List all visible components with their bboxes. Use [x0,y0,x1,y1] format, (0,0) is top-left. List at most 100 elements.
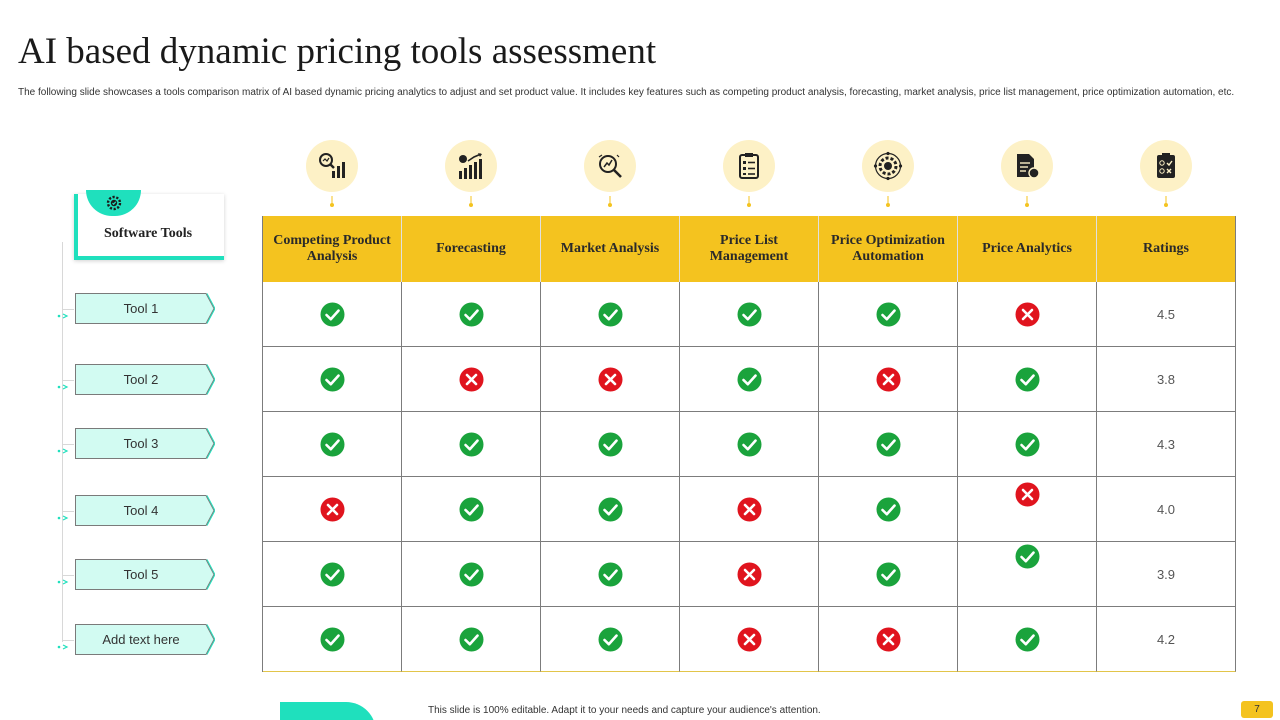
feature-cell [819,607,958,672]
cross-icon [876,367,901,392]
gear-automation-icon [861,140,914,192]
check-icon [598,497,623,522]
check-icon [598,627,623,652]
cross-icon [459,367,484,392]
page-number: 7 [1241,701,1273,718]
feature-cell [680,347,819,412]
feature-cell [958,412,1097,477]
tag-shape [75,293,215,324]
cross-icon [1015,302,1040,327]
tool-label: Tool 4 [123,503,159,518]
connector-arrow-icon [57,637,69,650]
pin-marker-icon [746,195,751,207]
check-icon [459,432,484,457]
check-icon [737,432,762,457]
check-icon [737,367,762,392]
feature-cell [819,412,958,477]
check-icon [1015,367,1040,392]
tool-connector [62,309,74,310]
cross-icon [320,497,345,522]
check-icon [320,562,345,587]
connector-arrow-icon [57,377,69,390]
tag-shape [75,624,215,655]
tag-shape [75,559,215,590]
tool-label: Tool 5 [123,567,159,582]
check-icon [459,627,484,652]
connector-arrow-icon [57,441,69,454]
rating-cell: 4.2 [1097,607,1236,672]
check-icon [459,562,484,587]
column-header: Market Analysis [541,216,680,282]
feature-cell [402,282,541,347]
footer-accent-tab [280,702,376,720]
settings-icon [106,195,121,211]
tool-label: Tool 1 [123,301,159,316]
feature-cell [819,542,958,607]
check-icon [598,562,623,587]
rating-value: 4.3 [1156,436,1176,452]
market-analysis-icon [583,140,636,192]
tool-connector [62,640,74,641]
cross-icon [598,367,623,392]
rating-value: 4.5 [1156,306,1176,322]
feature-cell [402,607,541,672]
feature-cell [541,542,680,607]
check-icon [737,302,762,327]
feature-cell [263,477,402,542]
connector-arrow-icon [57,572,69,585]
check-icon [320,367,345,392]
feature-cell [541,607,680,672]
rating-cell: 4.0 [1097,477,1236,542]
feature-cell [680,477,819,542]
tool-label: Tool 3 [123,436,159,451]
tool-tag: Tool 5 [75,559,215,590]
check-icon [459,302,484,327]
tag-shape [75,364,215,395]
pin-marker-icon [885,195,890,207]
tool-connector [62,380,74,381]
tag-shape [75,495,215,526]
comparison-table: Competing Product Analysis Forecasting Mar… [262,216,1236,672]
check-icon [598,432,623,457]
feature-cell [402,412,541,477]
feature-cell [680,282,819,347]
rating-cell: 3.8 [1097,347,1236,412]
check-icon [876,562,901,587]
feature-cell [958,477,1097,542]
check-icon [1015,627,1040,652]
cross-icon [737,497,762,522]
tool-connector [62,575,74,576]
tool-tag: Tool 4 [75,495,215,526]
check-icon [876,302,901,327]
column-header: Competing Product Analysis [263,216,402,282]
feature-cell [402,347,541,412]
feature-cell [541,412,680,477]
slide-title: AI based dynamic pricing tools assessmen… [18,31,657,72]
column-header: Price List Management [680,216,819,282]
connector-arrow-icon [57,508,69,521]
pin-marker-icon [1163,195,1168,207]
rating-value: 4.0 [1156,501,1176,517]
growth-chart-icon [444,140,497,192]
check-icon [1015,432,1040,457]
check-icon [459,497,484,522]
feature-cell [263,607,402,672]
tool-label: Add text here [102,632,180,647]
feature-cell [541,477,680,542]
cross-icon [737,627,762,652]
check-icon [598,302,623,327]
feature-cell [263,542,402,607]
tool-tag: Tool 1 [75,293,215,324]
magnifier-chart-icon [305,140,358,192]
rating-cell: 3.9 [1097,542,1236,607]
rating-value: 4.2 [1156,631,1176,647]
checklist-icon [722,140,775,192]
slide-subtitle: The following slide showcases a tools co… [18,87,1235,98]
rating-value: 3.9 [1156,566,1176,582]
cross-icon [876,627,901,652]
feature-cell [958,607,1097,672]
tool-connector [62,511,74,512]
tool-tag: Add text here [75,624,215,655]
tool-label: Tool 2 [123,372,159,387]
feature-cell [680,542,819,607]
